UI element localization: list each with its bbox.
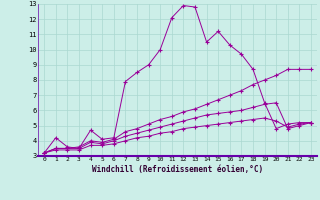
X-axis label: Windchill (Refroidissement éolien,°C): Windchill (Refroidissement éolien,°C) [92, 165, 263, 174]
